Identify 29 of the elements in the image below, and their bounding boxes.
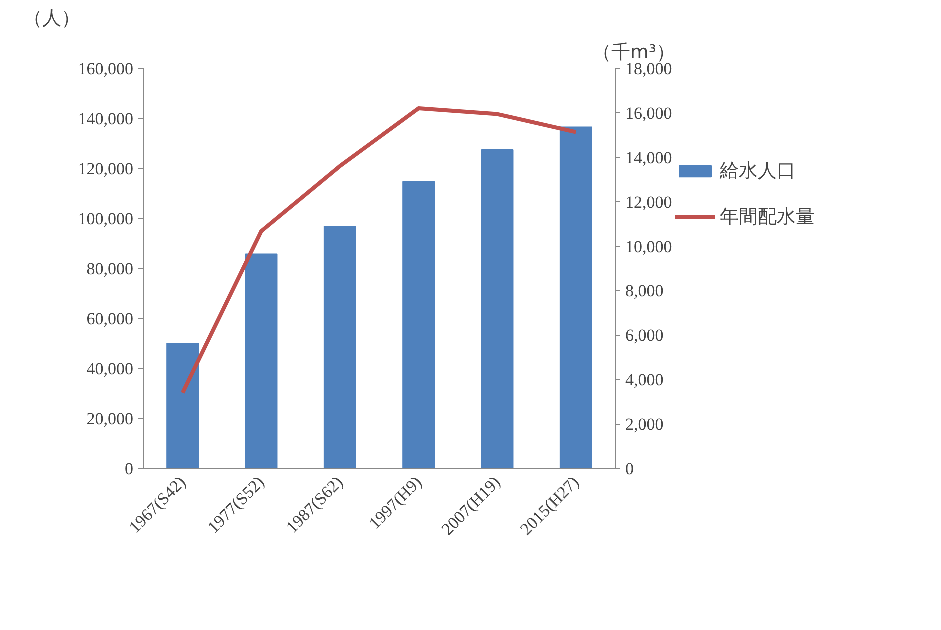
y2-tick-label: 14,000 [626,148,672,168]
bar [481,150,514,468]
y-tick-label: 140,000 [78,110,134,128]
bar [166,343,200,468]
y2-tick-label: 2,000 [626,415,664,434]
line-series [180,106,578,395]
bar [245,254,278,468]
y-tick-label: 160,000 [78,60,134,78]
y-tick-label: 0 [125,460,134,478]
y-tick-label: 120,000 [78,160,134,178]
y-axis-title: （人） [24,8,80,30]
y2-axis-title: （千m³） [592,42,676,64]
y2-tick-label: 6,000 [626,326,664,346]
y2-tick-label: 10,000 [626,237,672,256]
y-tick-label: 80,000 [86,260,134,278]
bar [560,126,592,468]
y2-tick-label: 12,000 [626,192,672,212]
y2-tick-label: 4,000 [626,370,664,390]
y-tick-label: 60,000 [86,310,134,328]
y-tick-label: 100,000 [78,210,134,228]
legend-label: 給水人口 [720,159,796,184]
bar [324,226,356,468]
y-tick-label: 20,000 [86,410,134,428]
y-tick-label: 40,000 [86,360,134,378]
y2-tick-label: 16,000 [626,104,672,123]
y2-tick-label: 0 [626,460,634,478]
y2-tick-label: 8,000 [626,282,664,301]
legend-label: 年間配水量 [720,205,815,230]
bar [402,181,436,468]
